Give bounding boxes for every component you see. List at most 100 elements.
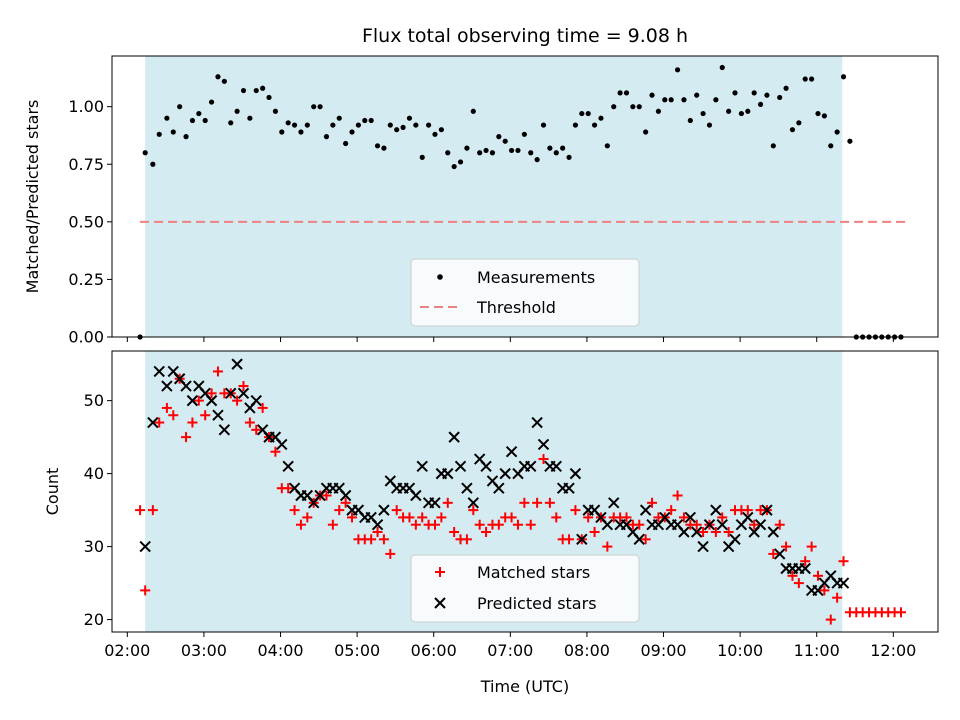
matched-star-point xyxy=(519,497,530,508)
predicted-star-point xyxy=(218,424,231,436)
matched-star-point xyxy=(481,527,492,538)
measurement-point xyxy=(164,115,170,121)
matched-star-point xyxy=(295,519,306,530)
matched-star-point xyxy=(672,490,683,501)
predicted-star-point xyxy=(250,394,262,407)
predicted-star-point xyxy=(710,504,722,516)
predicted-star-point xyxy=(282,460,294,473)
measurement-point xyxy=(304,122,310,128)
matched-star-point xyxy=(187,417,198,428)
measurement-point xyxy=(815,110,821,117)
measurement-point xyxy=(643,129,649,135)
measurement-point xyxy=(560,145,566,151)
measurement-point xyxy=(777,94,783,101)
measurement-point xyxy=(687,117,693,124)
predicted-star-point xyxy=(799,562,811,575)
matched-star-point xyxy=(147,505,158,516)
matched-star-point xyxy=(168,410,179,421)
measurement-point xyxy=(528,150,534,156)
matched-star-point xyxy=(212,366,223,377)
matched-star-point xyxy=(385,548,396,559)
measurement-point xyxy=(483,147,489,154)
top-y-tick-label: 0.50 xyxy=(68,212,104,231)
predicted-star-point xyxy=(231,358,243,370)
matched-star-point xyxy=(270,446,281,457)
measurement-point xyxy=(202,117,208,124)
measurement-point xyxy=(432,131,438,137)
predicted-star-point xyxy=(691,526,703,538)
measurement-point xyxy=(266,94,272,101)
top-y-tick-label: 1.00 xyxy=(68,97,104,116)
legend-marker-predicted-stars xyxy=(434,597,446,609)
measurement-point xyxy=(649,92,655,98)
matched-star-point xyxy=(417,512,428,523)
bottom-x-tick-label: 03:00 xyxy=(181,641,227,660)
predicted-star-point xyxy=(493,482,505,494)
bottom-x-tick-label: 04:00 xyxy=(257,641,303,660)
measurement-point xyxy=(464,145,470,151)
bottom-x-tick-label: 09:00 xyxy=(640,641,686,660)
matched-star-point xyxy=(819,585,830,596)
predicted-star-point xyxy=(550,460,562,473)
measurement-point xyxy=(470,108,476,114)
predicted-star-point xyxy=(429,497,441,509)
predicted-star-point xyxy=(371,519,384,531)
measurement-point xyxy=(330,122,336,128)
measurement-point xyxy=(445,150,451,156)
measurement-point xyxy=(770,143,776,149)
top-x-ticks xyxy=(126,337,894,342)
measurement-point xyxy=(221,78,227,84)
matched-star-point xyxy=(257,402,268,413)
matched-star-point xyxy=(366,534,377,545)
measurement-point xyxy=(240,87,247,94)
predicted-star-point xyxy=(339,489,352,502)
matched-star-point xyxy=(895,607,906,618)
matched-star-point xyxy=(583,512,594,523)
matched-star-point xyxy=(551,512,562,523)
measurement-point xyxy=(457,159,464,165)
matched-star-point xyxy=(781,541,792,552)
legend-label-matched-stars: Matched stars xyxy=(477,563,590,582)
matched-star-point xyxy=(347,512,358,523)
measurement-point xyxy=(738,110,744,117)
matched-star-point xyxy=(461,534,472,545)
top-axes-frame xyxy=(111,55,939,338)
measurement-point xyxy=(828,143,834,149)
bottom-axes-frame xyxy=(111,350,939,633)
predicted-star-point xyxy=(416,460,428,473)
measurement-point xyxy=(477,150,483,156)
measurement-point xyxy=(355,122,361,128)
measurement-point xyxy=(496,134,502,140)
matched-star-point xyxy=(812,570,823,581)
measurement-point xyxy=(809,76,815,82)
top-panel: 0.00 0.25 0.50 0.75 1.00 Flux total observin… xyxy=(23,25,939,347)
matched-star-point xyxy=(698,527,709,538)
bottom-x-tick-label: 07:00 xyxy=(487,641,533,660)
measurement-point xyxy=(406,115,413,121)
measurement-point xyxy=(502,138,508,144)
measurement-point xyxy=(681,97,687,103)
bottom-x-tick-label: 06:00 xyxy=(411,641,457,660)
measurement-point xyxy=(847,138,853,144)
measurement-point xyxy=(183,134,189,140)
measurement-point xyxy=(789,127,796,133)
measurement-point xyxy=(368,117,374,124)
measurement-point xyxy=(234,108,240,114)
bottom-y-tick-label: 40 xyxy=(84,464,104,483)
measurement-point xyxy=(521,131,527,137)
measurement-point xyxy=(706,122,713,128)
matched-star-point xyxy=(193,395,204,406)
measurement-point xyxy=(413,122,419,128)
measurement-point xyxy=(655,108,662,114)
top-y-tick-label: 0.75 xyxy=(68,155,104,174)
top-y-tick-label: 0.00 xyxy=(68,328,104,347)
bottom-x-tick-label: 11:00 xyxy=(794,641,840,660)
matched-star-point xyxy=(321,490,332,501)
measurement-point xyxy=(317,104,323,110)
matched-star-point xyxy=(589,527,600,538)
matched-star-point xyxy=(140,585,151,596)
matched-star-point xyxy=(832,592,843,603)
predicted-star-point xyxy=(684,511,697,524)
predicted-star-point xyxy=(212,409,224,421)
matched-star-point xyxy=(838,556,849,567)
